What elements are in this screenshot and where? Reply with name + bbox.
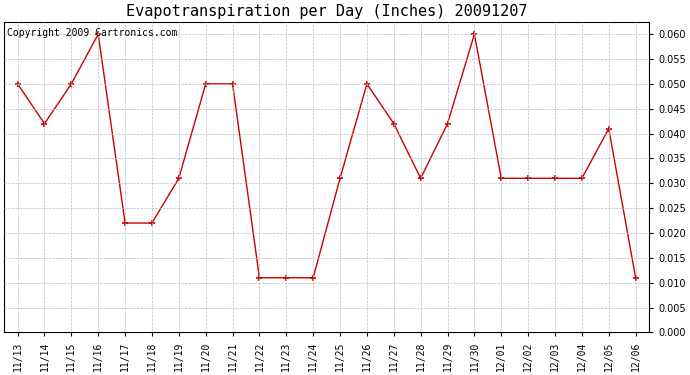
Title: Evapotranspiration per Day (Inches) 20091207: Evapotranspiration per Day (Inches) 2009…: [126, 4, 527, 19]
Text: Copyright 2009 Cartronics.com: Copyright 2009 Cartronics.com: [8, 28, 178, 38]
